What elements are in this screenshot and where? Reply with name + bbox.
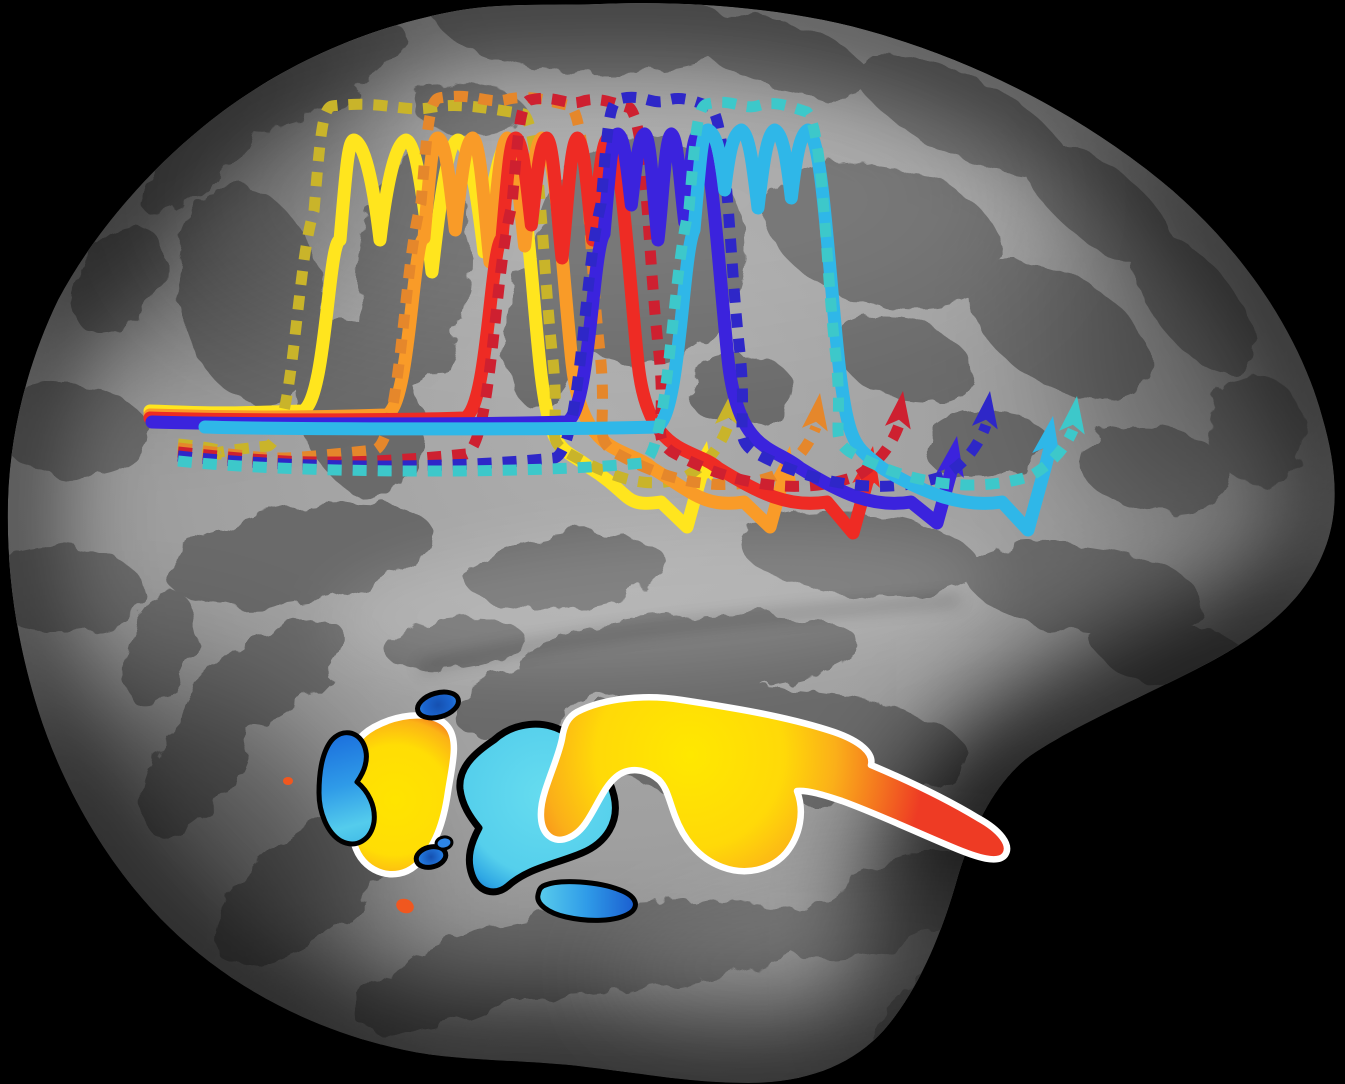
hot-speck-2	[283, 777, 293, 785]
tuning-curve-4-dashed-arrowhead	[971, 391, 998, 430]
tuning-curve-3-solid	[143, 131, 877, 540]
tuning-curve-5-dashed	[177, 96, 1079, 491]
tuning-curve-2-dashed	[177, 90, 822, 491]
cool-blob-small-dot	[413, 844, 449, 870]
cool-blob-bottom-bean	[535, 879, 638, 923]
hot-speck-1	[396, 898, 414, 914]
tuning-curve-5-solid-arrowhead	[1032, 416, 1060, 458]
hot-blob-right-with-tail	[537, 694, 1011, 875]
surface-shadow	[180, 975, 1100, 1084]
tuning-curve-4-solid	[145, 127, 961, 530]
sulcus-patch	[836, 316, 974, 404]
sylvian-crease	[418, 595, 961, 673]
cool-speck-1	[434, 835, 454, 851]
tuning-curve-3-dashed-arrowhead	[884, 391, 911, 430]
tuning-curve-3-dashed	[177, 92, 905, 492]
tuning-curve-2-dashed-arrowhead	[801, 393, 828, 432]
tuning-curves	[143, 90, 1085, 540]
sulcus-patch	[166, 502, 434, 608]
tuning-curve-4-dashed	[177, 91, 992, 492]
surface-highlight	[330, 526, 990, 674]
cool-blob-left-bean	[316, 730, 377, 847]
sulcus-patch	[124, 592, 196, 708]
surface-shadow	[1066, 66, 1335, 534]
sulcus-patch	[451, 669, 589, 735]
activation-map	[283, 689, 1011, 923]
tuning-curve-5-dashed-arrowhead	[1058, 396, 1085, 435]
cool-blob-small-ellipse	[415, 689, 461, 721]
tuning-curve-1-solid	[143, 133, 711, 534]
sulcus-patch	[966, 543, 1204, 637]
